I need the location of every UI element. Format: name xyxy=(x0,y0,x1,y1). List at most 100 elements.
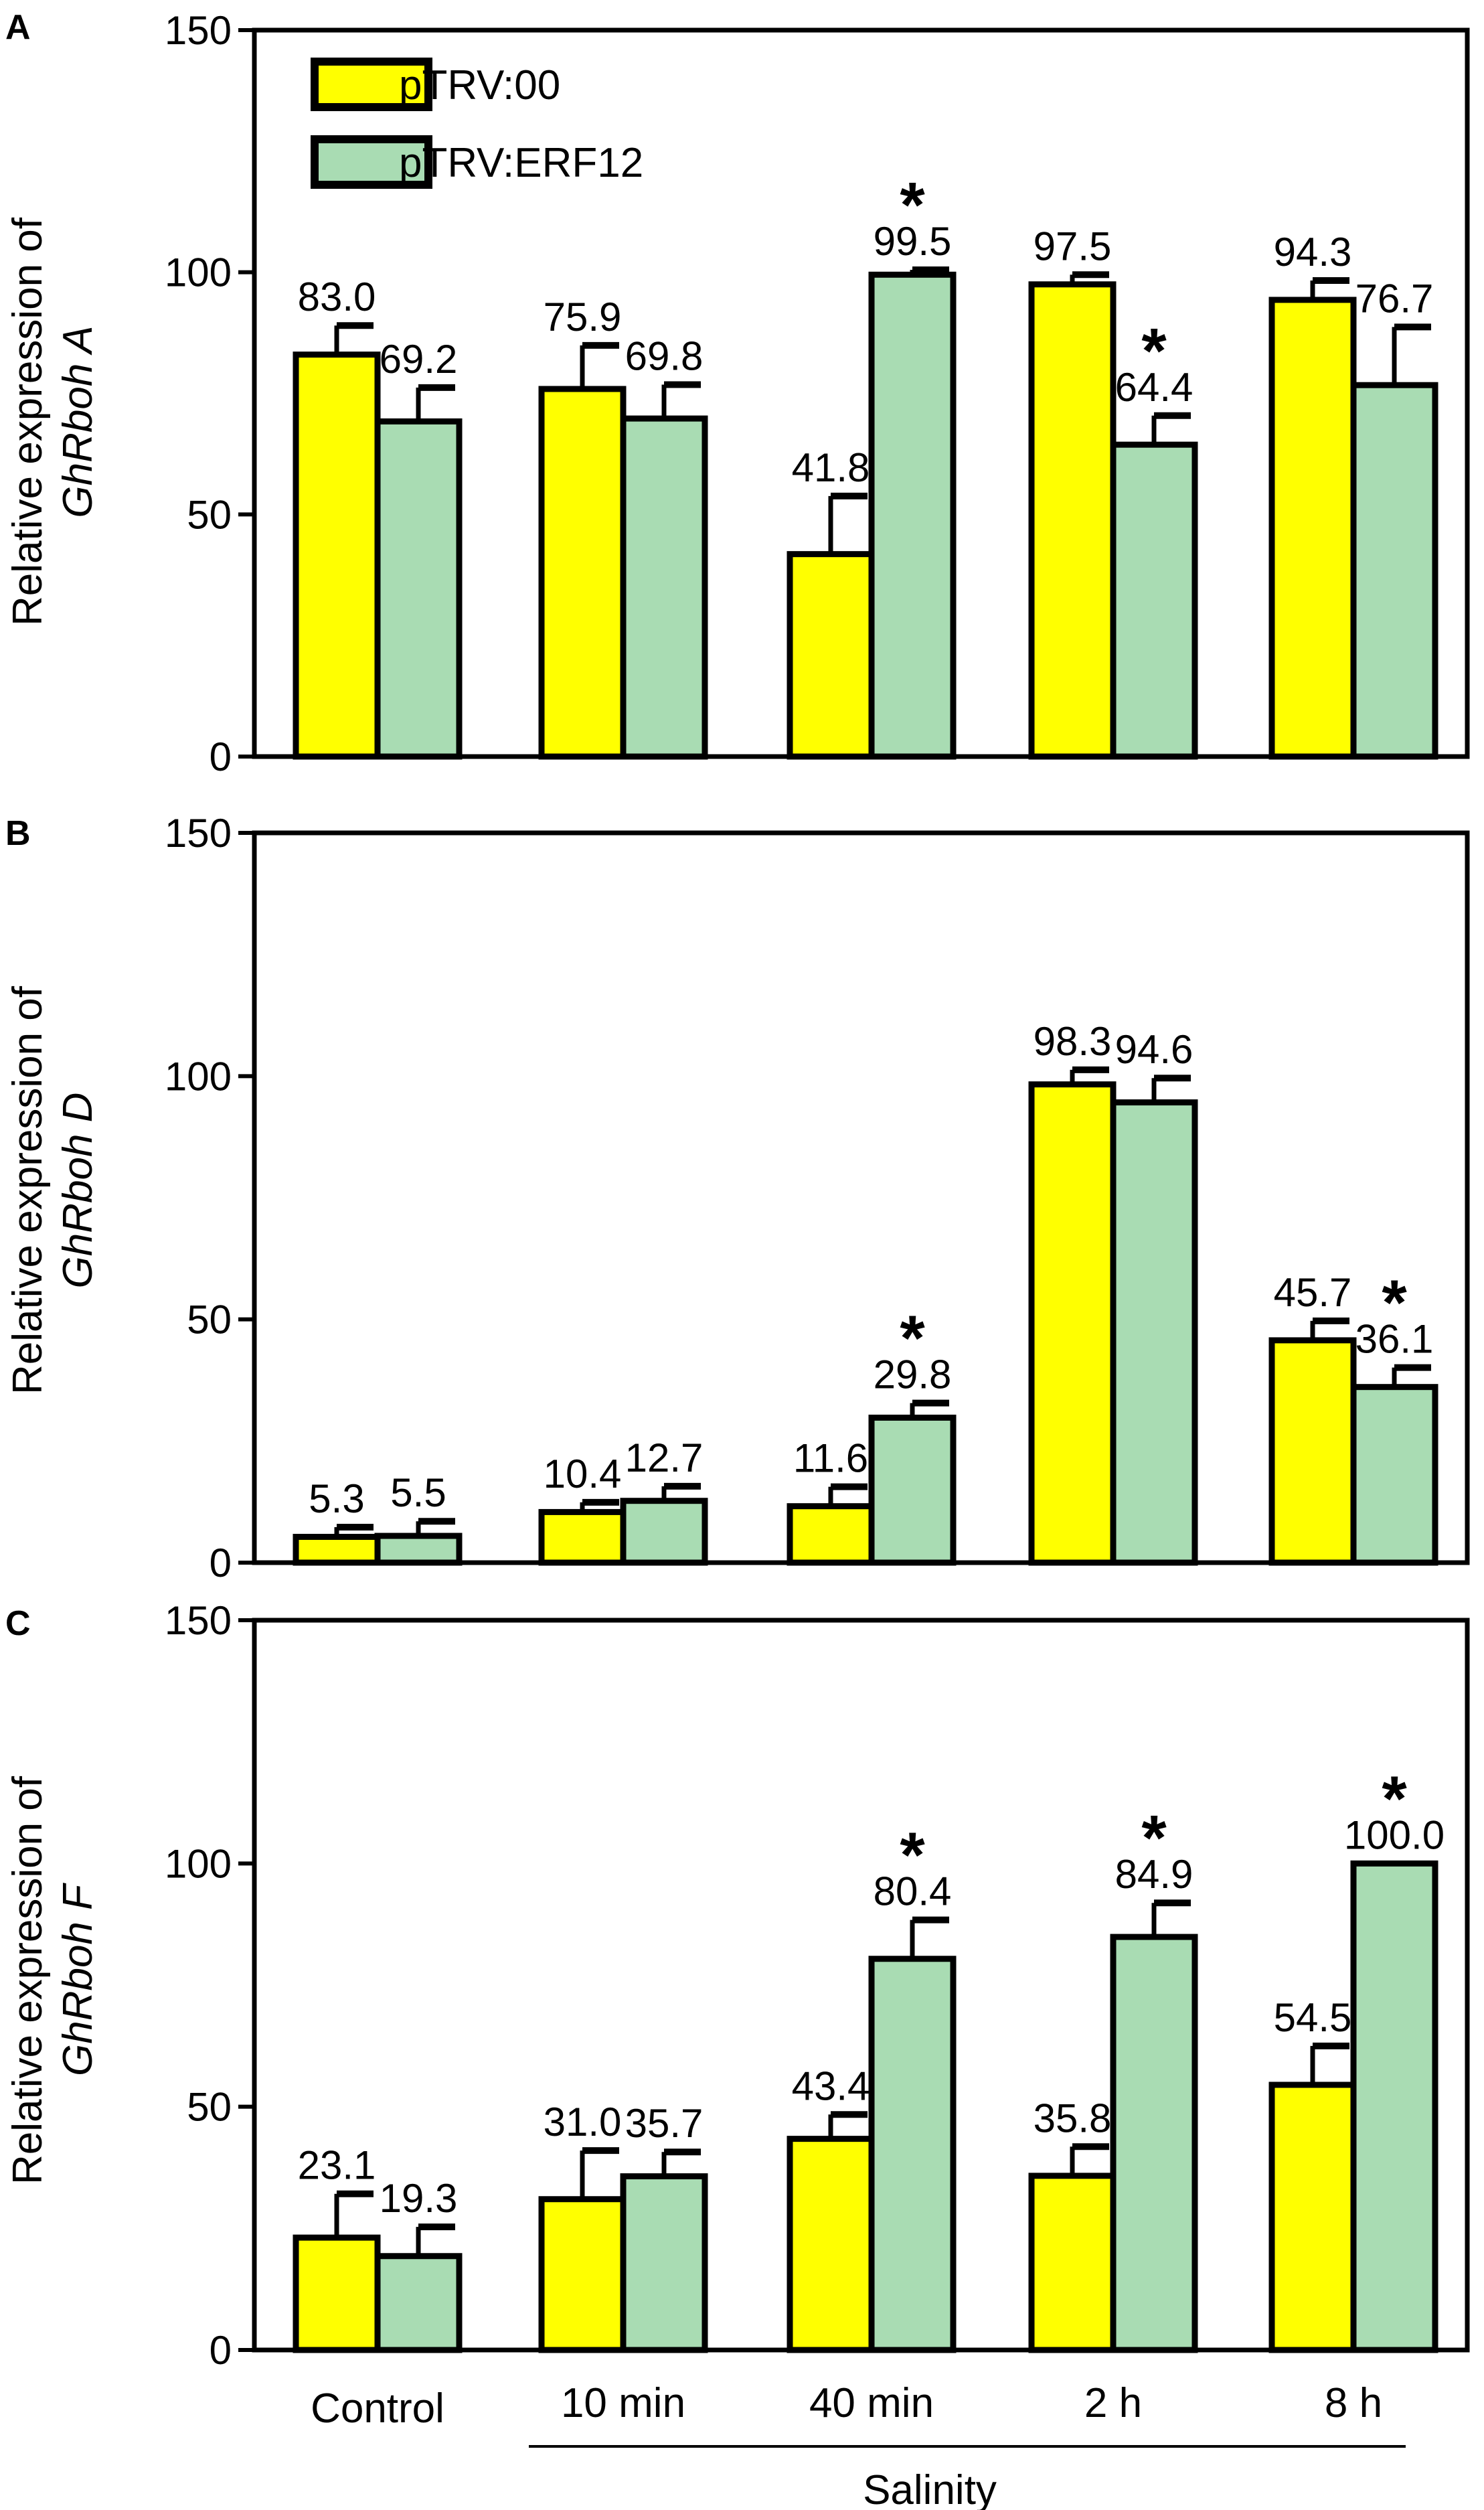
panel-a-s0-c0-value-label: 83.0 xyxy=(298,274,376,319)
panel-c-ytick-label-50: 50 xyxy=(187,2085,232,2130)
panel-a-ytick-label-100: 100 xyxy=(165,250,232,295)
panel-b-s0-c3-value-label: 98.3 xyxy=(1034,1019,1112,1064)
panel-b-ytick-label-50: 50 xyxy=(187,1298,232,1342)
panel-c-s0-c4-value-label: 54.5 xyxy=(1274,1995,1352,2040)
panel-c-s1-c4-bar xyxy=(1350,1860,1438,2353)
panel-c-s0-c4-bar xyxy=(1268,2082,1357,2353)
panel-b-s0-c1-bar xyxy=(538,1508,627,1566)
panel-c: C Relative expression of GhRboh F 0 50 100… xyxy=(5,1598,1470,2373)
panel-c-ytick-label-0: 0 xyxy=(210,2328,232,2373)
panel-a-ytick-label-150: 150 xyxy=(165,8,232,53)
panel-b-s1-c3-bar xyxy=(1110,1099,1198,1566)
panel-c-s0-c0-value-label: 23.1 xyxy=(298,2143,376,2188)
panel-a-s1-c0-bar xyxy=(374,418,463,760)
panel-c-ylabel-gene: GhRboh F xyxy=(55,1883,101,2076)
x-label-8h: 8 h xyxy=(1325,2380,1382,2426)
panel-c-ytick-label-150: 150 xyxy=(165,1598,232,1643)
panel-c-ylabel: Relative expression of xyxy=(5,1776,51,2185)
legend-label-ptrv00: pTRV:00 xyxy=(399,62,560,108)
panel-a-s1-c3-value-label: 64.4 xyxy=(1115,365,1193,410)
panel-b-ylabel-gene: GhRboh D xyxy=(55,1093,101,1289)
panel-b-letter: B xyxy=(5,814,31,853)
panel-a-s0-c3-value-label: 97.5 xyxy=(1034,224,1112,268)
panel-c-s1-c4-significance-star: * xyxy=(1382,1763,1407,1834)
panel-c-s0-c1-bar xyxy=(538,2196,627,2353)
panel-b-s1-c0-value-label: 5.5 xyxy=(390,1470,446,1515)
panel-c-s1-c2-significance-star: * xyxy=(900,1820,925,1891)
panel-c-letter: C xyxy=(5,1604,31,1643)
x-label-10min: 10 min xyxy=(561,2380,685,2426)
panel-a-ylabel: Relative expression of xyxy=(5,217,51,626)
panel-c-s1-c2-value-label: 80.4 xyxy=(874,1869,952,1914)
legend-label-ptrv-erf12: pTRV:ERF12 xyxy=(399,140,643,186)
panel-a-s0-c4-bar xyxy=(1268,297,1357,760)
panel-a-s0-c3-bar xyxy=(1028,281,1117,760)
x-label-control: Control xyxy=(311,2385,444,2432)
panel-a-letter: A xyxy=(5,8,31,47)
panel-b: B Relative expression of GhRboh D 0 50 100… xyxy=(5,811,1470,1585)
panel-c-ytick-label-100: 100 xyxy=(165,1841,232,1886)
panel-b-s0-c1-value-label: 10.4 xyxy=(544,1452,622,1496)
panel-c-s1-c3-value-label: 84.9 xyxy=(1115,1852,1193,1897)
panel-c-s1-c1-bar xyxy=(620,2173,708,2353)
panel-a-s1-c1-value-label: 69.8 xyxy=(625,333,704,378)
panel-b-ytick-label-0: 0 xyxy=(210,1541,232,1585)
panel-c-s0-c2-bar xyxy=(787,2136,875,2353)
x-label-2h: 2 h xyxy=(1084,2380,1142,2426)
panel-a-s0-c2-bar xyxy=(787,551,875,760)
panel-c-s1-c1-value-label: 35.7 xyxy=(625,2101,704,2146)
panel-a-s1-c3-bar xyxy=(1110,441,1198,760)
panel-a-s1-c1-bar xyxy=(620,415,708,760)
panel-b-s0-c2-bar xyxy=(787,1503,875,1566)
panel-a-s0-c1-value-label: 75.9 xyxy=(544,295,622,339)
panel-c-s0-c0-bar xyxy=(293,2234,381,2353)
legend-swatch-ptrv-erf12 xyxy=(311,135,432,189)
panel-b-s1-c3-value-label: 94.6 xyxy=(1115,1027,1193,1072)
panel-c-s1-c0-bar xyxy=(374,2253,463,2353)
legend-swatch-ptrv00 xyxy=(311,58,432,111)
panel-b-s0-c2-value-label: 11.6 xyxy=(793,1436,868,1481)
panel-a-s0-c4-value-label: 94.3 xyxy=(1274,230,1352,274)
panel-b-s0-c3-bar xyxy=(1028,1081,1117,1566)
panel-a-s0-c1-bar xyxy=(538,386,627,760)
panel-c-s0-c3-bar xyxy=(1028,2173,1117,2353)
panel-b-s1-c2-value-label: 29.8 xyxy=(874,1352,952,1397)
panel-a-s0-c0-bar xyxy=(293,351,381,760)
panel-a-ylabel-gene: GhRboh A xyxy=(55,325,101,518)
panel-a-ytick-label-50: 50 xyxy=(187,492,232,537)
panel-b-s1-c4-value-label: 36.1 xyxy=(1355,1317,1434,1362)
panel-c-s1-c3-significance-star: * xyxy=(1141,1802,1167,1874)
panel-c-s0-c1-value-label: 31.0 xyxy=(544,2100,622,2144)
panel-a-s1-c3-significance-star: * xyxy=(1141,315,1167,387)
panel-b-s0-c0-bar xyxy=(293,1533,381,1566)
panel-a-ytick-label-0: 0 xyxy=(210,734,232,779)
panel-a-s1-c4-value-label: 76.7 xyxy=(1355,276,1434,321)
panel-c-s0-c3-value-label: 35.8 xyxy=(1034,2096,1112,2140)
panel-a-s1-c2-bar xyxy=(868,271,957,760)
panel-b-s1-c1-value-label: 12.7 xyxy=(625,1435,704,1480)
x-group-label-salinity: Salinity xyxy=(863,2467,997,2510)
panel-a-s1-c4-bar xyxy=(1350,382,1438,760)
panel-a-s1-c0-value-label: 69.2 xyxy=(380,337,458,382)
panel-b-s1-c2-bar xyxy=(868,1414,957,1566)
panel-a: A Relative expression of GhRboh A 0 50 100… xyxy=(5,8,1470,779)
panel-b-s1-c1-bar xyxy=(620,1498,708,1566)
panel-a-s1-c2-value-label: 99.5 xyxy=(874,219,952,264)
panel-c-s0-c2-value-label: 43.4 xyxy=(792,2063,870,2108)
x-axis: Control 10 min 40 min 2 h 8 h Salinity xyxy=(311,2380,1406,2510)
panel-b-ylabel: Relative expression of xyxy=(5,986,51,1395)
panel-b-ytick-label-150: 150 xyxy=(165,811,232,856)
panel-b-s0-c4-value-label: 45.7 xyxy=(1274,1270,1352,1315)
panel-b-s1-c4-bar xyxy=(1350,1384,1438,1566)
panel-b-s1-c0-bar xyxy=(374,1533,463,1566)
panel-b-s1-c2-significance-star: * xyxy=(900,1303,925,1375)
x-label-40min: 40 min xyxy=(809,2380,934,2426)
panel-b-s0-c0-value-label: 5.3 xyxy=(309,1476,364,1521)
panel-a-s0-c2-value-label: 41.8 xyxy=(792,445,870,490)
panel-b-s0-c4-bar xyxy=(1268,1337,1357,1566)
panel-c-s1-c3-bar xyxy=(1110,1934,1198,2353)
panel-c-s1-c0-value-label: 19.3 xyxy=(380,2176,458,2221)
panel-b-ytick-label-100: 100 xyxy=(165,1054,232,1099)
legend: pTRV:00 pTRV:ERF12 xyxy=(311,58,643,189)
